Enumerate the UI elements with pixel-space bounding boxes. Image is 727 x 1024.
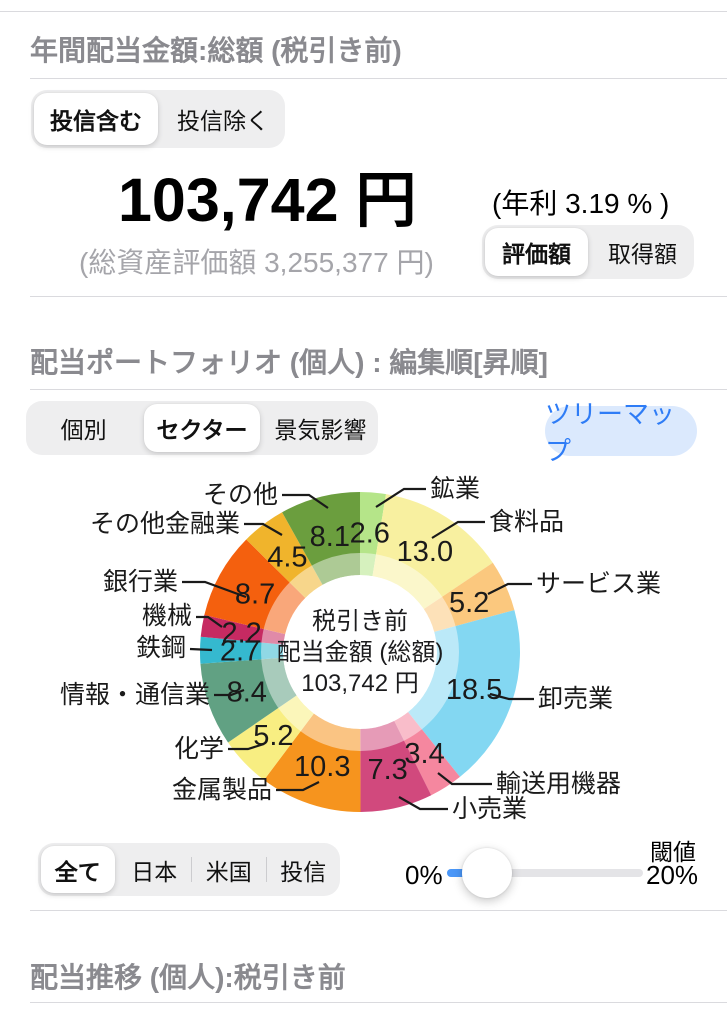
total-asset-value: (総資産評価額 3,255,377 円) (79, 247, 434, 278)
donut-slice (360, 720, 432, 812)
donut-center-text: 税引き前 (312, 608, 408, 635)
region-toggle[interactable]: 全て 日本 米国 投信 (38, 843, 340, 896)
treemap-button[interactable]: ツリーマップ (545, 399, 697, 466)
slice-label: 機械 (142, 602, 192, 630)
slice-label: その他金融業 (90, 510, 240, 538)
segment-button[interactable]: 投信除く (177, 108, 269, 134)
segment-button[interactable]: 全て (41, 846, 115, 893)
donut-slice (228, 695, 314, 781)
slice-percent: 10.3 (294, 751, 350, 783)
label-callout-line (282, 493, 329, 509)
slice-percent: 5.2 (449, 587, 489, 619)
slice-percent: 2.6 (350, 517, 390, 549)
segment-button[interactable]: 投信 (280, 858, 327, 885)
slice-label: その他 (203, 481, 278, 509)
inner-highlight-ring (261, 553, 459, 751)
total-dividend-amount: 103,742 円 (118, 166, 417, 234)
slice-label: 鉱業 (430, 475, 480, 503)
label-callout-line (189, 647, 213, 652)
divider (0, 11, 727, 12)
fund-toggle[interactable]: 投信含む 投信除く (31, 90, 285, 148)
slice-percent: 4.5 (267, 541, 307, 573)
donut-slice (204, 539, 306, 635)
annual-yield: (年利 3.19 % ) (492, 188, 670, 219)
label-callout-line (196, 615, 223, 628)
label-callout-line (489, 692, 534, 701)
donut-slice (199, 636, 284, 664)
label-callout-line (437, 772, 492, 786)
slice-label: 化学 (174, 735, 224, 763)
label-callout-line (398, 796, 448, 811)
donut-slice (423, 562, 515, 632)
slice-label: 金属製品 (172, 776, 272, 804)
slice-percent: 8.7 (235, 579, 275, 611)
slice-percent: 8.1 (310, 521, 350, 553)
divider (30, 389, 727, 390)
donut-center-text: 103,742 円 (301, 670, 418, 697)
donut-center-text: 配当金額 (総額) (277, 639, 444, 666)
slice-label: 情報・通信業 (60, 681, 210, 709)
segment-button[interactable]: 投信含む (34, 93, 158, 145)
slice-percent: 3.4 (404, 738, 444, 770)
value-basis-toggle[interactable]: 評価額 取得額 (482, 225, 694, 279)
section-title-dividend-trend: 配当推移 (個人):税引き前 (30, 962, 346, 993)
slice-label: 鉄鋼 (136, 634, 186, 662)
donut-slice (282, 492, 360, 585)
segment-divider (191, 857, 192, 882)
label-callout-line (487, 582, 532, 595)
slice-label: 銀行業 (103, 568, 178, 596)
segment-button[interactable]: 取得額 (608, 241, 677, 267)
label-callout-line (431, 520, 485, 539)
slice-percent: 5.2 (253, 720, 293, 752)
label-callout-line (214, 688, 245, 697)
divider (30, 1002, 727, 1003)
divider (30, 910, 727, 911)
segment-button[interactable]: 米国 (205, 858, 252, 885)
donut-slice (394, 712, 460, 796)
donut-slice (264, 713, 361, 812)
label-callout-line (228, 742, 265, 751)
donut-slice (200, 657, 297, 743)
label-callout-line (182, 580, 247, 599)
segment-divider (265, 857, 267, 882)
slice-label: 輸送用機器 (496, 770, 621, 798)
donut-slice (408, 610, 520, 777)
section-title-annual-dividend: 年間配当金額:総額 (税引き前) (30, 35, 402, 66)
donut-slice (360, 492, 386, 577)
slice-label: 卸売業 (538, 685, 613, 713)
slice-percent: 8.4 (227, 677, 267, 709)
segment-button[interactable]: 日本 (131, 858, 178, 885)
slice-percent: 18.5 (446, 674, 502, 706)
segment-button[interactable]: 評価額 (485, 228, 588, 276)
slice-percent: 2.2 (221, 617, 261, 649)
label-callout-line (375, 487, 426, 508)
slice-label: 小売業 (452, 795, 527, 823)
threshold-label: 閾値 (650, 839, 696, 865)
segment-button[interactable]: 個別 (60, 417, 107, 443)
slider-min-label: 0% (405, 860, 443, 890)
label-callout-line (244, 522, 283, 536)
slider-max-label: 20% (646, 860, 699, 890)
donut-slice (200, 614, 286, 645)
threshold-slider-thumb[interactable] (462, 848, 512, 898)
section-title-portfolio: 配当ポートフォリオ (個人) : 編集順[昇順] (30, 347, 548, 378)
threshold-slider-track[interactable] (447, 869, 643, 877)
slice-label: 食料品 (489, 508, 564, 536)
divider (30, 296, 727, 297)
segment-button[interactable]: セクター (144, 404, 260, 452)
view-mode-toggle[interactable]: 個別 セクター 景気影響 (26, 401, 378, 455)
threshold-slider-fill (447, 869, 471, 877)
label-callout-line (276, 781, 320, 792)
donut-slice (372, 494, 493, 610)
slice-percent: 13.0 (397, 536, 453, 568)
segment-button[interactable]: 景気影響 (274, 417, 367, 443)
donut-slice (246, 512, 323, 598)
slice-label: サービス業 (536, 570, 661, 598)
divider (30, 78, 727, 79)
slice-percent: 7.3 (367, 754, 407, 786)
slice-percent: 2.7 (220, 636, 260, 668)
